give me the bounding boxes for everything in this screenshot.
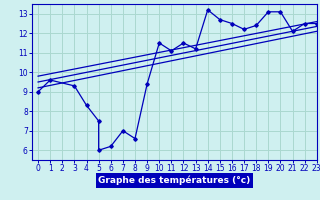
X-axis label: Graphe des températures (°c): Graphe des températures (°c) xyxy=(98,176,251,185)
